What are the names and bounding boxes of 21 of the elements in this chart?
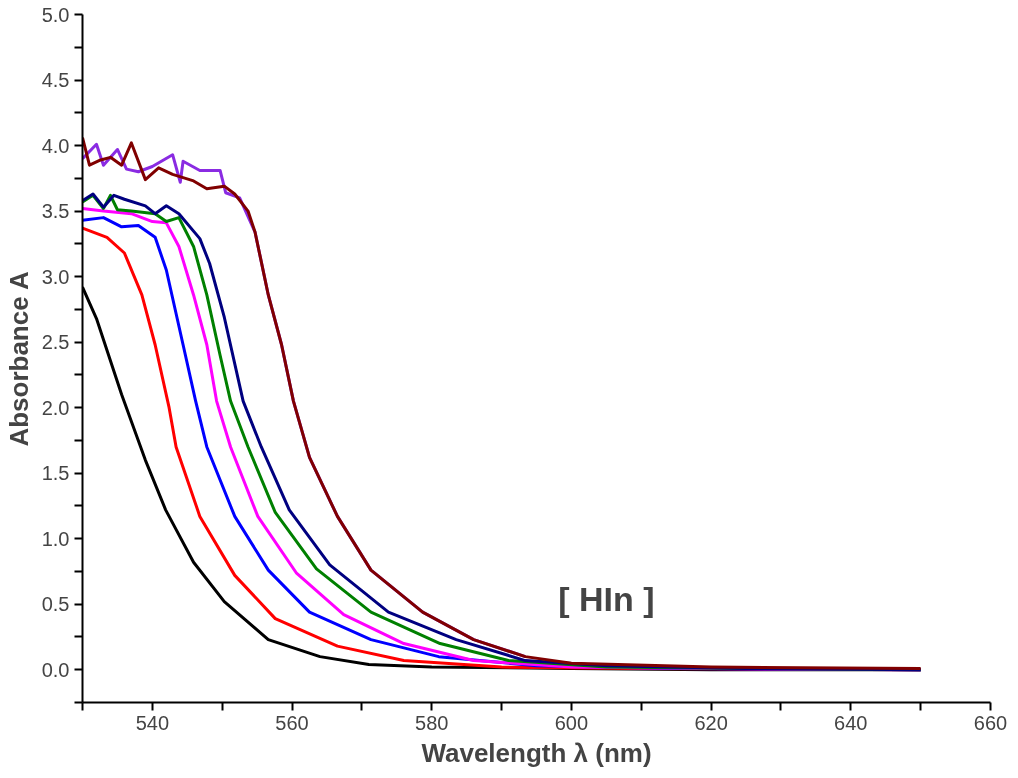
y-tick-label: 4.0 [41, 134, 70, 157]
x-axis-title: Wavelength λ (nm) [421, 737, 652, 768]
y-tick-label: 0.0 [41, 658, 70, 681]
y-tick-label: 2.0 [41, 396, 70, 419]
y-tick-label: 4.5 [41, 69, 70, 92]
y-tick-label: 0.5 [41, 593, 70, 616]
y-tick-label: 3.0 [41, 265, 70, 288]
y-tick-label: 1.5 [41, 462, 70, 485]
y-axis-title: Absorbance A [3, 271, 34, 447]
x-tick-label: 640 [834, 711, 868, 734]
x-tick-label: 580 [415, 711, 449, 734]
x-tick-label: 560 [275, 711, 309, 734]
x-tick-label: 620 [694, 711, 728, 734]
y-tick-label: 1.0 [41, 527, 70, 550]
x-tick-label: 600 [554, 711, 589, 734]
annotation: [ HIn ] [558, 579, 655, 618]
y-tick-label: 2.5 [41, 331, 70, 354]
y-tick-label: 5.0 [41, 3, 70, 26]
y-tick-label: 3.5 [41, 200, 70, 223]
x-tick-label: 660 [973, 711, 1008, 734]
x-tick-label: 540 [135, 711, 170, 734]
